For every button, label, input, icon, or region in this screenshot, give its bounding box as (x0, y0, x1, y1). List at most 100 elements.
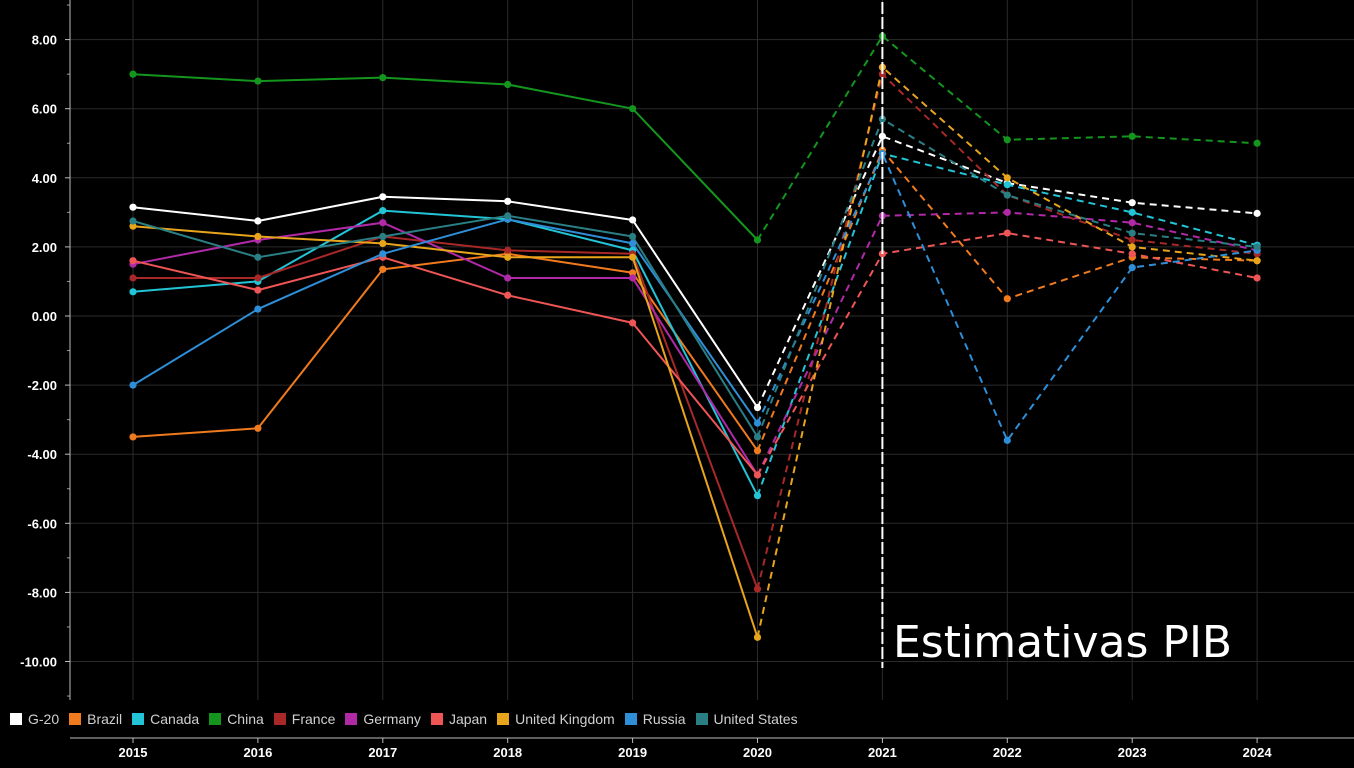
y-tick-label: 4.00 (32, 171, 57, 186)
y-tick-label: -4.00 (27, 447, 57, 462)
data-point-canada (379, 207, 387, 215)
legend-swatch (695, 713, 708, 725)
data-point-germany (504, 274, 512, 282)
legend-item-china[interactable]: China (209, 711, 264, 727)
x-tick-label: 2024 (1243, 745, 1273, 760)
data-point-g-20 (629, 216, 637, 224)
data-point-france (254, 274, 262, 282)
series-line-canada (132, 209, 759, 497)
legend-label: United States (713, 711, 798, 727)
data-point-united-kingdom (254, 232, 262, 241)
data-point-g-20 (379, 193, 387, 201)
legend-item-france[interactable]: France (273, 711, 336, 727)
data-point-brazil (629, 269, 637, 277)
series-line-united-kingdom (132, 225, 759, 638)
data-point-g-20 (1253, 209, 1261, 217)
legend-label: China (227, 711, 264, 727)
data-point-united-kingdom (504, 253, 512, 261)
data-point-g-20 (504, 197, 512, 205)
legend-swatch (10, 713, 22, 725)
data-point-united-states (1128, 229, 1136, 237)
data-point-china (753, 236, 762, 244)
legend-label: G-20 (28, 711, 60, 727)
data-point-united-kingdom (629, 253, 637, 261)
legend-swatch (69, 713, 82, 725)
data-point-united-states (1253, 243, 1261, 251)
data-point-united-kingdom (753, 633, 762, 641)
legend-item-japan[interactable]: Japan (430, 711, 487, 727)
data-point-g-20 (753, 403, 762, 412)
legend-label: France (291, 711, 336, 727)
data-point-japan (1128, 250, 1136, 258)
series-line-brazil (132, 252, 759, 452)
data-point-russia (1128, 264, 1136, 272)
legend: G-20 Brazil Canada China France Germany Japan U… (10, 709, 808, 729)
data-point-japan (629, 319, 637, 327)
grid-lines (70, 0, 1354, 700)
series-line-japan (132, 256, 759, 476)
series-lines (132, 35, 1258, 638)
data-point-united-states (753, 433, 762, 441)
legend-item-brazil[interactable]: Brazil (69, 711, 122, 727)
y-tick-label: -10.00 (20, 655, 57, 670)
data-point-brazil (379, 265, 387, 273)
data-point-china (1003, 136, 1011, 144)
y-tick-label: 0.00 (32, 309, 57, 324)
series-line-united-states-forecast (756, 118, 1258, 438)
y-tick-label: 6.00 (32, 102, 57, 117)
x-tick-label: 2022 (993, 745, 1022, 760)
data-point-g-20 (254, 217, 262, 225)
data-point-canada (1128, 208, 1136, 216)
data-point-united-states (379, 232, 387, 241)
legend-label: United Kingdom (515, 711, 615, 727)
data-point-russia (1003, 436, 1011, 444)
data-point-united-states (629, 232, 637, 241)
series-line-g-20 (132, 195, 759, 409)
data-point-russia (129, 381, 137, 389)
data-point-france (1128, 236, 1136, 244)
x-tick-label: 2018 (493, 745, 522, 760)
data-point-japan (254, 286, 262, 294)
legend-swatch (624, 713, 637, 725)
y-tick-label: 8.00 (32, 33, 57, 48)
data-point-g-20 (129, 203, 137, 211)
data-point-china (504, 80, 512, 89)
data-point-france (504, 246, 512, 254)
legend-label: Canada (150, 711, 200, 727)
legend-item-germany[interactable]: Germany (345, 711, 421, 727)
series-line-germany (132, 221, 759, 476)
data-point-china (129, 70, 137, 78)
data-point-china (1128, 132, 1136, 140)
data-point-japan (504, 291, 512, 299)
data-point-france (753, 585, 762, 593)
data-point-russia (254, 305, 262, 313)
estimates-annotation: Estimativas PIB (893, 617, 1232, 668)
legend-item-g-20[interactable]: G-20 (10, 711, 59, 727)
data-point-germany (1003, 208, 1011, 216)
data-point-china (379, 74, 387, 82)
data-point-japan (753, 471, 762, 479)
x-tick-label: 2020 (743, 745, 772, 760)
legend-item-united-kingdom[interactable]: United Kingdom (497, 711, 615, 727)
x-tick-label: 2023 (1118, 745, 1147, 760)
data-point-canada (129, 288, 137, 296)
data-point-japan (1253, 274, 1261, 282)
legend-label: Germany (363, 711, 421, 727)
x-tick-label: 2015 (119, 745, 148, 760)
y-tick-label: -8.00 (27, 585, 57, 600)
data-point-russia (753, 419, 762, 427)
data-point-japan (129, 257, 137, 265)
data-point-germany (379, 219, 387, 227)
data-point-france (878, 70, 887, 78)
data-point-united-states (504, 212, 512, 220)
y-tick-label: -6.00 (27, 516, 57, 531)
data-point-canada (753, 492, 762, 500)
legend-item-russia[interactable]: Russia (624, 711, 686, 727)
data-point-g-20 (878, 132, 887, 140)
legend-item-canada[interactable]: Canada (132, 711, 199, 727)
data-point-france (129, 274, 137, 282)
legend-item-united-states[interactable]: United States (695, 711, 798, 727)
data-point-china (629, 105, 637, 113)
data-point-united-kingdom (379, 239, 387, 248)
